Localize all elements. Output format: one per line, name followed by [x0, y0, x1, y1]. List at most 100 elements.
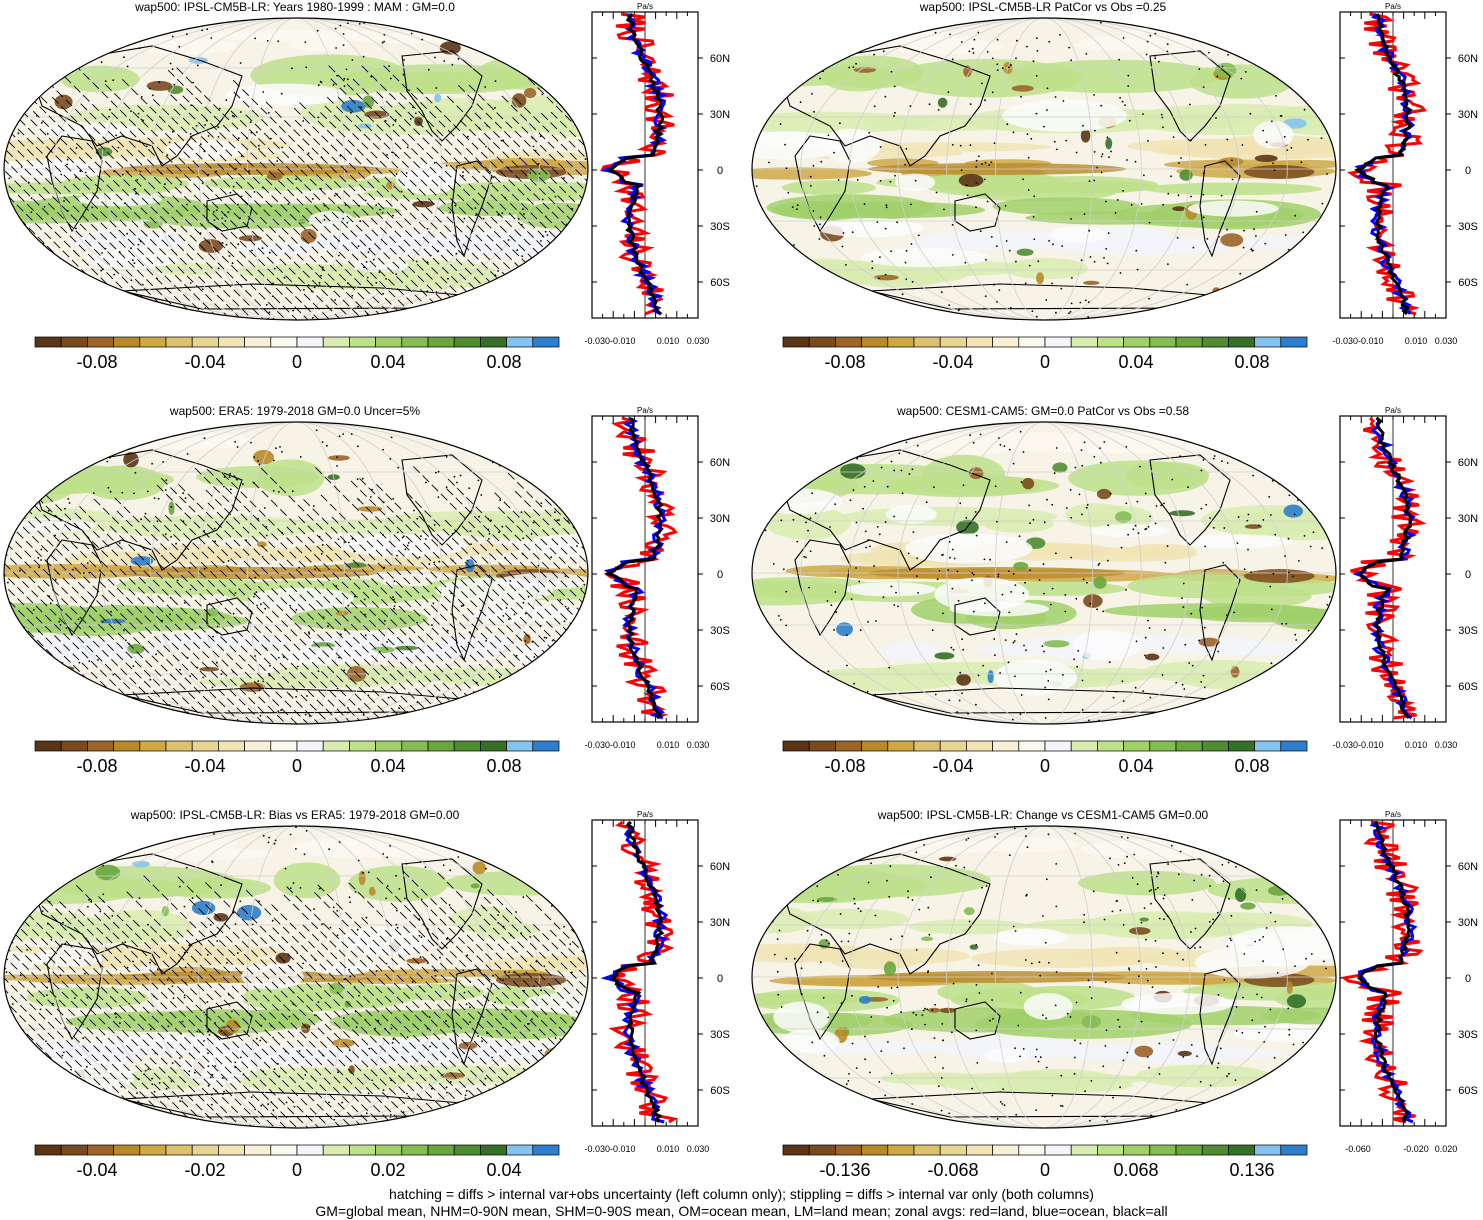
colorbar-swatch: [862, 337, 888, 347]
colorbar-swatch: [35, 741, 61, 751]
colorbar-swatch: [1281, 1145, 1307, 1155]
colorbar-label: -0.08: [76, 756, 117, 776]
colorbar-swatch: [297, 1145, 323, 1155]
colorbar-swatch: [61, 1145, 87, 1155]
colorbar-label: 0.08: [486, 352, 521, 372]
colorbar-label: 0: [292, 1160, 302, 1180]
colorbar-swatch: [507, 741, 533, 751]
colorbar-swatch: [1150, 1145, 1176, 1155]
colorbar-swatch: [349, 1145, 375, 1155]
zonal-lat-label: 60S: [710, 277, 730, 289]
colorbar-label: -0.02: [184, 1160, 225, 1180]
zonal-lat-label: 30N: [1458, 109, 1478, 121]
colorbar-swatch: [218, 337, 244, 347]
colorbar-swatch: [862, 1145, 888, 1155]
zonal-lat-label: 60N: [1458, 861, 1478, 873]
zonal-lat-label: 30S: [710, 1029, 730, 1041]
colorbar-swatch: [783, 1145, 809, 1155]
zonal-lat-label: 0: [717, 165, 723, 177]
colorbar-swatch: [61, 741, 87, 751]
colorbar-swatch: [428, 741, 454, 751]
colorbar-swatch: [1255, 337, 1281, 347]
zonal-unit: Pa/s: [1385, 2, 1401, 11]
zonal-lat-label: 60S: [1458, 277, 1478, 289]
colorbar-swatch: [245, 1145, 271, 1155]
zonal-lat-label: 60S: [1458, 681, 1478, 693]
zonal-tick-label: 0.010: [657, 1144, 680, 1154]
panel-title: wap500: IPSL-CM5B-LR: Bias vs ERA5: 1979…: [0, 808, 590, 822]
colorbar-swatch: [323, 337, 349, 347]
colorbar-swatch: [114, 337, 140, 347]
zonal-lat-label: 60N: [710, 457, 730, 469]
robinson-map: [2, 420, 590, 726]
colorbar-swatch: [1071, 337, 1097, 347]
colorbar-label: 0.08: [486, 756, 521, 776]
robinson-map: [2, 824, 590, 1130]
colorbar-label: 0: [1040, 1160, 1050, 1180]
colorbar-swatch: [192, 741, 218, 751]
colorbar-swatch: [940, 1145, 966, 1155]
colorbar-swatch: [87, 1145, 113, 1155]
colorbar-swatch: [533, 741, 559, 751]
colorbar: [34, 740, 560, 754]
zonal-unit: Pa/s: [1385, 406, 1401, 415]
colorbar: [782, 1144, 1308, 1158]
zonal-tick-label: 0.030: [687, 740, 710, 750]
zonal-lat-label: 30N: [710, 513, 730, 525]
robinson-map: [750, 16, 1338, 322]
colorbar-swatch: [809, 337, 835, 347]
colorbar-swatch: [166, 1145, 192, 1155]
zonal-tick-label: -0.030-0.010: [1332, 336, 1383, 346]
panel-p5: wap500: IPSL-CM5B-LR: Bias vs ERA5: 1979…: [0, 808, 740, 1208]
colorbar-swatch: [1176, 741, 1202, 751]
zonal-unit: Pa/s: [637, 810, 653, 819]
colorbar-swatch: [1019, 1145, 1045, 1155]
colorbar-label: 0.08: [1234, 352, 1269, 372]
colorbar-swatch: [940, 741, 966, 751]
panel-title: wap500: CESM1-CAM5: GM=0.0 PatCor vs Obs…: [748, 404, 1338, 418]
colorbar-swatch: [1019, 741, 1045, 751]
colorbar-swatch: [1281, 337, 1307, 347]
colorbar-swatch: [323, 1145, 349, 1155]
zonal-lat-label: 0: [717, 569, 723, 581]
colorbar-swatch: [1228, 337, 1254, 347]
zonal-tick-label: 0.030: [1435, 336, 1458, 346]
zonal-tick-label: -0.030-0.010: [584, 1144, 635, 1154]
colorbar-swatch: [428, 337, 454, 347]
colorbar-swatch: [1097, 337, 1123, 347]
panel-p4: wap500: CESM1-CAM5: GM=0.0 PatCor vs Obs…: [748, 404, 1483, 804]
colorbar-swatch: [1255, 1145, 1281, 1155]
colorbar-swatch: [914, 741, 940, 751]
colorbar-swatch: [480, 337, 506, 347]
zonal-lat-label: 30N: [1458, 917, 1478, 929]
colorbar-swatch: [454, 741, 480, 751]
colorbar-swatch: [533, 337, 559, 347]
zonal-tick-label: 0.030: [687, 336, 710, 346]
colorbar-swatch: [271, 1145, 297, 1155]
zonal-lat-label: 30S: [710, 221, 730, 233]
zonal-lat-label: 60S: [710, 1085, 730, 1097]
zonal-lat-label: 0: [1465, 569, 1471, 581]
colorbar: [34, 1144, 560, 1158]
colorbar-label: -0.04: [76, 1160, 117, 1180]
zonal-tick-label: -0.030-0.010: [1332, 740, 1383, 750]
zonal-lat-label: 30S: [1458, 221, 1478, 233]
zonal-tick-label: -0.020: [1403, 1144, 1429, 1154]
colorbar-label: 0: [1040, 756, 1050, 776]
colorbar-swatch: [1202, 1145, 1228, 1155]
colorbar: [782, 740, 1308, 754]
colorbar-swatch: [966, 337, 992, 347]
colorbar-swatch: [1097, 741, 1123, 751]
colorbar-swatch: [1202, 741, 1228, 751]
colorbar-label: -0.08: [76, 352, 117, 372]
colorbar-label: 0.04: [1118, 352, 1153, 372]
robinson-map: [750, 824, 1338, 1130]
colorbar-swatch: [966, 741, 992, 751]
colorbar-swatch: [192, 337, 218, 347]
colorbar-swatch: [1019, 337, 1045, 347]
colorbar: [782, 336, 1308, 350]
colorbar-swatch: [245, 741, 271, 751]
colorbar-swatch: [1045, 1145, 1071, 1155]
